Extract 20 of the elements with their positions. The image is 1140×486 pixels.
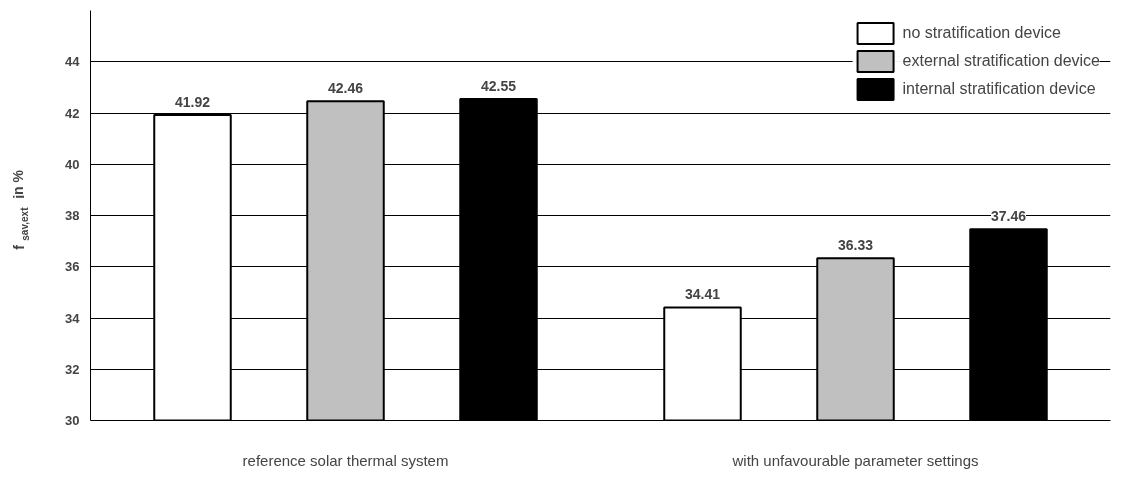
y-tick-label: 44 <box>65 54 81 70</box>
y-tick-label: 30 <box>65 413 80 428</box>
y-tick-label: 34 <box>65 310 81 326</box>
legend-label: no stratification device <box>902 24 1061 42</box>
data-label: 42.55 <box>480 77 517 94</box>
y-tick-label: 40 <box>65 156 80 172</box>
data-label: 37.46 <box>990 208 1027 225</box>
y-tick-label: 36 <box>65 259 80 275</box>
data-label: 41.92 <box>174 94 211 111</box>
y-tick-label: 42 <box>65 105 80 121</box>
data-label: 34.41 <box>684 286 721 303</box>
data-label: 42.46 <box>327 80 364 97</box>
legend-label: internal stratification device <box>902 80 1096 98</box>
legend-label: external stratification device <box>902 52 1100 70</box>
x-tick-label: with unfavourable parameter settings <box>731 451 979 469</box>
data-label: 36.33 <box>837 237 874 254</box>
y-tick-label: 32 <box>65 361 80 377</box>
y-tick-label: 38 <box>65 208 80 223</box>
y-axis-title: fsav,ext in % <box>10 169 31 250</box>
x-tick-label: reference solar thermal system <box>242 451 449 469</box>
